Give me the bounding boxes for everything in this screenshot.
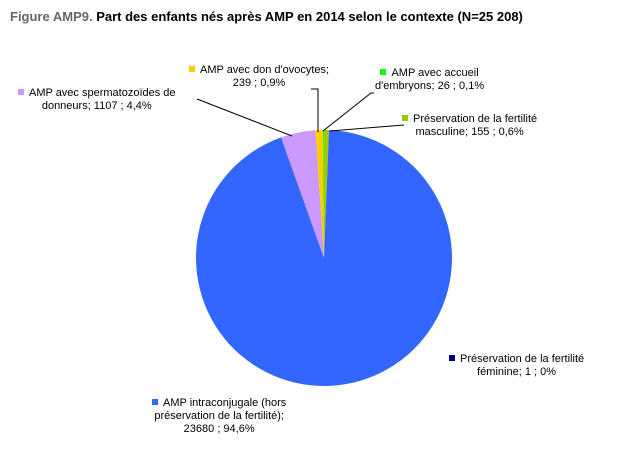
pie-slice-1 [195, 130, 452, 386]
pie-slice-4 [315, 130, 324, 258]
label-masculine: Préservation de la fertilité masculine; 1… [402, 113, 537, 139]
swatch-spermatozoides [18, 89, 24, 95]
figure-number: Figure AMP9. [10, 9, 93, 24]
pie-slice-5 [323, 130, 324, 258]
pie-slice-2 [281, 137, 324, 258]
chart-title: Figure AMP9. Part des enfants nés après … [10, 9, 523, 24]
swatch-embryons [380, 69, 387, 75]
leader-line-ovocytes [311, 88, 319, 132]
leader-line-spermatozoides [196, 98, 293, 137]
leader-line-masculine [329, 124, 405, 132]
label-spermatozoides: AMP avec spermatozoïdes de donneurs; 1107… [18, 87, 176, 113]
label-embryons: AMP avec accueil d'embryons; 26 ; 0,1% [375, 67, 485, 92]
swatch-ovocytes [189, 66, 195, 72]
pie-slice-0 [324, 130, 329, 258]
pie-slice-3 [281, 130, 324, 258]
label-feminine: Préservation de la fertilité féminine; 1 … [449, 353, 584, 379]
label-intraconjugale: AMP intraconjugale (hors préservation de … [152, 397, 286, 436]
title-text: Part des enfants nés après AMP en 2014 s… [96, 9, 523, 24]
swatch-masculine [402, 115, 408, 121]
label-ovocytes: AMP avec don d'ovocytes; 239 ; 0,9% [189, 64, 329, 90]
leader-line-embryons [322, 92, 374, 132]
swatch-intraconjugale [152, 399, 158, 405]
swatch-feminine [449, 355, 455, 361]
